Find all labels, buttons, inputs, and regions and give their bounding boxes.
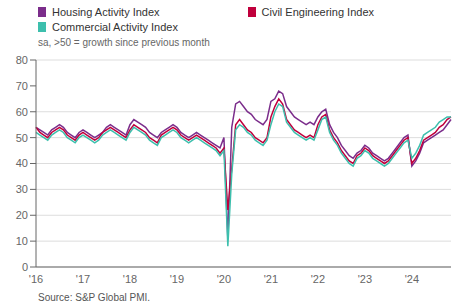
svg-text:70: 70: [16, 80, 28, 92]
svg-text:'21: '21: [264, 273, 278, 285]
html-text:Commercial Activity Index: Commercial Activity Index: [52, 20, 178, 33]
svg-text:0: 0: [22, 261, 28, 273]
html-text:Civil Engineering Index: Civil Engineering Index: [261, 5, 374, 18]
svg-text:10: 10: [16, 235, 28, 247]
svg-text:'17: '17: [76, 273, 90, 285]
svg-text:'16: '16: [29, 273, 43, 285]
svg-text:50: 50: [16, 132, 28, 144]
svg-text:30: 30: [16, 183, 28, 195]
svg-text:60: 60: [16, 106, 28, 118]
svg-text:'24: '24: [405, 273, 419, 285]
svg-text:'22: '22: [311, 273, 325, 285]
svg-text:20: 20: [16, 209, 28, 221]
html-text:Source: S&P Global PMI.: Source: S&P Global PMI.: [38, 292, 151, 303]
svg-text:'20: '20: [217, 273, 231, 285]
svg-text:80: 80: [16, 54, 28, 66]
svg-text:'23: '23: [358, 273, 372, 285]
html-text:Housing Activity Index: Housing Activity Index: [52, 5, 160, 18]
html-text:sa, >50 = growth since previou: sa, >50 = growth since previous month: [38, 37, 210, 48]
svg-text:'19: '19: [170, 273, 184, 285]
svg-text:40: 40: [16, 157, 28, 169]
svg-text:'18: '18: [123, 273, 137, 285]
